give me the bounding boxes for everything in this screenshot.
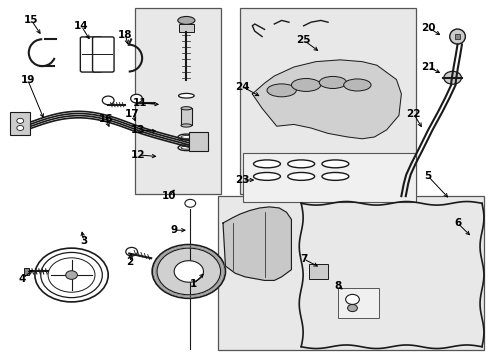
FancyBboxPatch shape [80,37,102,72]
Text: 17: 17 [125,109,140,119]
Circle shape [66,271,77,279]
Ellipse shape [450,29,465,44]
Bar [135,8,220,194]
Bar [189,132,208,151]
Polygon shape [223,207,292,280]
Ellipse shape [322,160,349,168]
Ellipse shape [267,84,296,97]
Circle shape [102,96,114,105]
Bar [240,8,416,194]
Bar [10,112,30,135]
Bar [243,153,416,202]
Text: 6: 6 [454,218,461,228]
Text: 1: 1 [190,279,197,289]
Circle shape [152,244,225,298]
Text: 20: 20 [421,23,436,33]
Ellipse shape [178,145,195,150]
Circle shape [185,199,196,207]
Text: 15: 15 [24,15,39,26]
Bar [179,24,194,32]
Text: 7: 7 [300,254,307,264]
Circle shape [35,248,108,302]
FancyBboxPatch shape [93,37,114,72]
Text: 23: 23 [235,175,250,185]
Text: 19: 19 [21,75,35,85]
Bar [338,288,379,318]
Ellipse shape [181,146,192,149]
Circle shape [347,305,357,312]
Text: 2: 2 [126,257,134,267]
Circle shape [174,261,203,282]
Circle shape [444,71,462,84]
Ellipse shape [343,79,371,91]
Circle shape [126,247,138,256]
Circle shape [345,294,359,305]
Bar [455,34,461,40]
Ellipse shape [288,160,315,168]
Text: 3: 3 [80,236,87,246]
Text: 25: 25 [296,35,311,45]
Polygon shape [252,60,401,139]
Ellipse shape [178,17,195,24]
Bar [24,268,28,275]
Text: 24: 24 [235,82,250,92]
Ellipse shape [178,134,195,140]
Bar [309,264,328,279]
Ellipse shape [288,172,315,180]
Bar [218,196,485,350]
Ellipse shape [319,76,346,89]
Text: 4: 4 [19,274,26,284]
Text: 9: 9 [171,225,178,235]
Ellipse shape [178,93,194,98]
Text: 21: 21 [421,62,436,72]
Ellipse shape [181,124,192,127]
Circle shape [17,126,24,131]
Text: 22: 22 [406,109,421,119]
Text: 8: 8 [334,281,342,291]
Text: 10: 10 [162,191,176,201]
Bar [181,108,192,126]
Ellipse shape [292,78,321,91]
Text: 12: 12 [131,150,146,160]
Ellipse shape [253,160,280,168]
Text: 13: 13 [131,125,146,135]
Text: 5: 5 [425,171,432,181]
Ellipse shape [322,172,349,180]
Circle shape [157,248,220,295]
Ellipse shape [181,107,192,110]
Text: 11: 11 [133,98,147,108]
Text: 16: 16 [98,114,113,124]
Circle shape [131,94,143,103]
Ellipse shape [253,172,280,180]
Ellipse shape [181,135,192,138]
Circle shape [17,118,24,123]
Text: 18: 18 [118,30,132,40]
Text: 14: 14 [74,21,89,31]
